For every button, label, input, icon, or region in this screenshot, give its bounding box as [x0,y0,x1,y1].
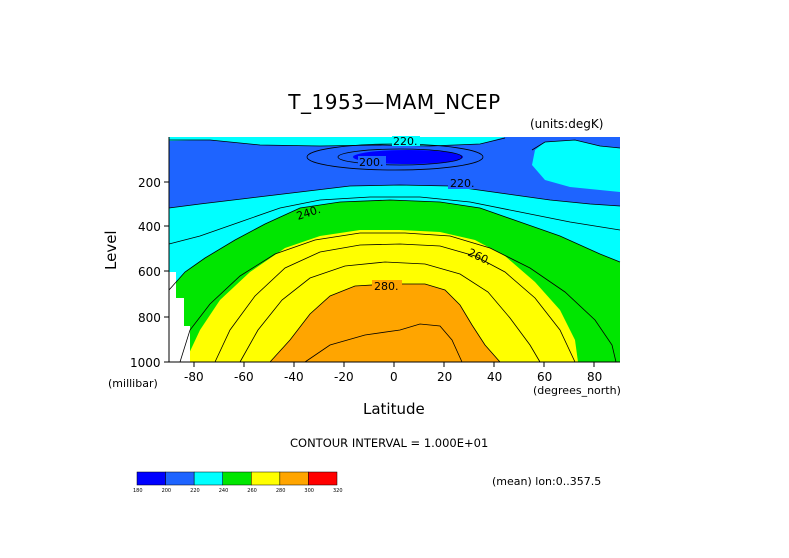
band-top-cyan [169,137,620,192]
contour-interval-label: CONTOUR INTERVAL = 1.000E+01 [290,436,489,450]
colorbar-swatch [165,471,195,486]
x-unit-label: (degrees_north) [533,384,621,397]
contour-280 [269,283,501,363]
contour-label-220: 220. [450,177,475,190]
contour-lines [168,137,621,363]
colorbar: 180 200 220 240 260 280 300 320 [133,471,343,494]
colorbar-level-label: 280 [276,488,286,494]
colorbar-level-label: 260 [247,488,257,494]
x-tick-label: -40 [284,370,304,384]
contour-220-top [169,137,506,147]
colorbar-level-label: 220 [190,488,200,494]
y-axis-ticks [164,181,169,363]
contour-200 [337,148,463,166]
x-axis-ticks [193,362,595,367]
y-tick-label: 800 [138,311,161,325]
colorbar-swatch [251,471,281,486]
x-tick-label: 0 [390,370,398,384]
x-tick-label: -20 [334,370,354,384]
contour-210-right [531,139,621,151]
x-axis-label: Latitude [363,400,425,418]
contour-260 [214,243,576,363]
chart-title: T_1953—MAM_NCEP [288,90,501,114]
colorbar-level-label: 320 [333,488,343,494]
y-tick-label: 600 [138,265,161,279]
x-tick-label: 80 [587,370,602,384]
missing-region [169,272,190,362]
contour-label-200: 200. [359,156,384,169]
colorbar-level-label: 300 [304,488,314,494]
contour-fills [169,137,620,362]
x-axis-tick-labels: -80 -60 -40 -20 0 20 40 60 80 [184,370,602,384]
colorbar-swatch [193,471,223,486]
x-tick-label: 20 [437,370,452,384]
contour-label-280: 280. [374,280,399,293]
colorbar-swatch [136,471,166,486]
band-top-cyan-left [169,137,505,146]
colorbar-swatch [308,471,338,486]
x-tick-label: 60 [537,370,552,384]
x-tick-label: -60 [234,370,254,384]
contour-label-220-top: 220. [393,135,418,148]
colorbar-level-label: 180 [133,488,143,494]
colorbar-level-label: 200 [162,488,172,494]
colorbar-swatch [279,471,309,486]
y-axis-tick-labels: 200 400 600 800 1000 [130,176,161,370]
y-tick-label: 1000 [130,356,161,370]
contour-240 [168,199,621,291]
contour-230 [168,196,621,245]
x-tick-label: -80 [184,370,204,384]
y-unit-label: (millibar) [108,377,158,390]
mean-label: (mean) lon:0..357.5 [492,475,602,488]
units-label: (units:degK) [530,117,604,131]
band-280-300 [270,284,500,362]
contour-290 [304,323,463,363]
y-axis-label: Level [102,230,120,270]
y-tick-label: 200 [138,176,161,190]
colorbar-swatch [222,471,252,486]
contour-270 [239,261,541,363]
contour-220 [168,184,621,209]
y-tick-label: 400 [138,220,161,234]
contour-250 [179,232,617,363]
x-tick-label: 40 [487,370,502,384]
colorbar-level-label: 240 [219,488,229,494]
